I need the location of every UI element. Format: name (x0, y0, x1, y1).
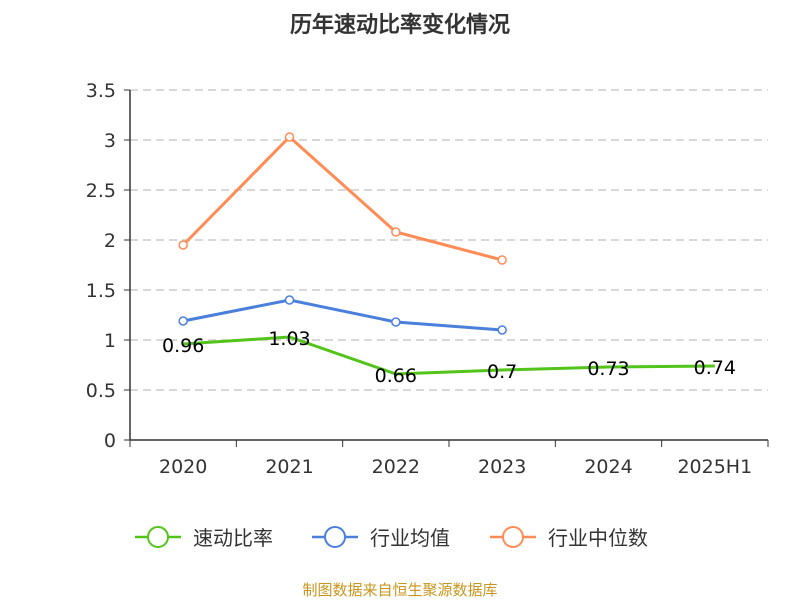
series-line-2 (182, 134, 503, 262)
data-point (284, 295, 295, 305)
legend-label: 行业均值 (370, 526, 450, 550)
y-tick-label: 3 (104, 130, 116, 152)
data-point (284, 132, 295, 142)
legend-marker-icon (147, 526, 169, 548)
y-tick-label: 2 (104, 230, 116, 252)
x-tick-label: 2025H1 (677, 456, 752, 478)
y-tick-label: 0 (104, 430, 116, 452)
data-label: 0.66 (375, 365, 417, 387)
y-tick-label: 1 (104, 330, 116, 352)
x-tick-label: 2021 (265, 456, 313, 478)
legend-marker-icon (502, 526, 524, 548)
series-line-1 (182, 298, 503, 332)
data-label: 1.03 (268, 328, 310, 350)
x-tick-label: 2023 (478, 456, 526, 478)
x-tick-label: 2022 (372, 456, 420, 478)
y-tick-label: 2.5 (86, 180, 116, 202)
data-label: 0.73 (587, 358, 629, 380)
y-tick-label: 1.5 (86, 280, 116, 302)
y-tick-label: 0.5 (86, 380, 116, 402)
data-point (497, 255, 507, 265)
legend-marker-icon (324, 526, 346, 548)
data-point (178, 240, 188, 250)
data-point (391, 317, 401, 327)
data-point (178, 316, 188, 326)
legend-label: 行业中位数 (548, 526, 648, 550)
source-note: 制图数据来自恒生聚源数据库 (302, 581, 497, 599)
chart-title: 历年速动比率变化情况 (290, 12, 510, 38)
data-label: 0.74 (694, 357, 736, 379)
data-point (497, 325, 507, 335)
series-line-0 (183, 335, 715, 376)
y-tick-label: 3.5 (86, 80, 116, 102)
data-label: 0.7 (487, 361, 517, 383)
data-label: 0.96 (162, 335, 204, 357)
legend-label: 速动比率 (193, 526, 273, 550)
data-point (391, 227, 401, 237)
x-tick-label: 2024 (584, 456, 632, 478)
x-tick-label: 2020 (159, 456, 207, 478)
